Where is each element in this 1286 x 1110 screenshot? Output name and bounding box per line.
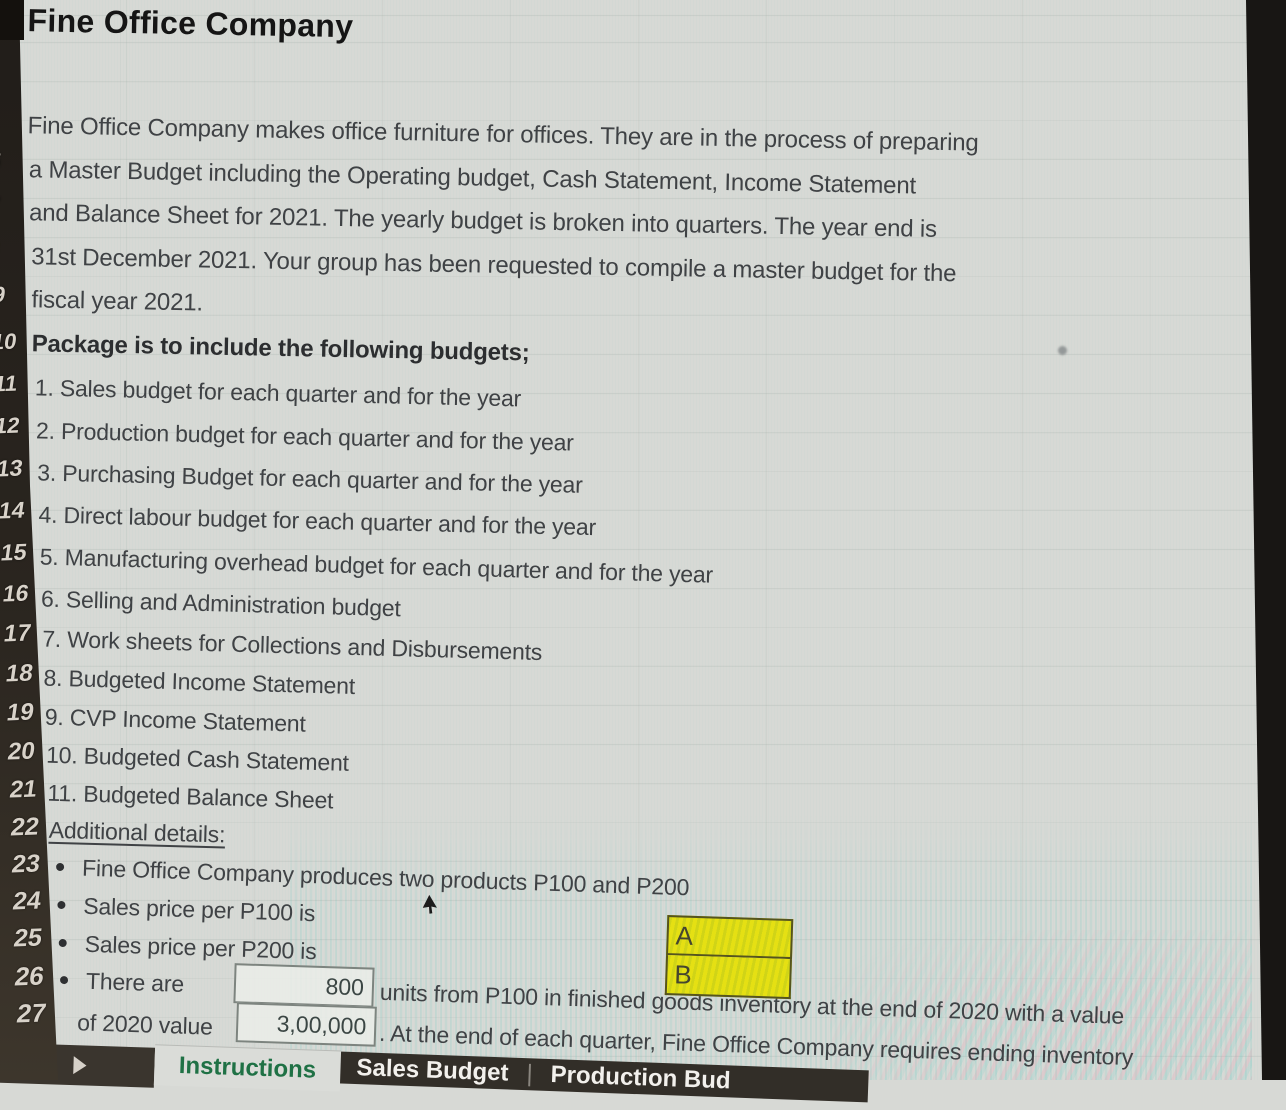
- budget-item: 5. Manufacturing overhead budget for eac…: [39, 543, 713, 588]
- row-header[interactable]: 24: [11, 887, 43, 917]
- row-header[interactable]: 21: [8, 776, 39, 805]
- budget-item: 4. Direct labour budget for each quarter…: [38, 501, 596, 541]
- row-header[interactable]: 5: [0, 150, 2, 174]
- budget-item: 6. Selling and Administration budget: [41, 586, 401, 623]
- detail-bullet-price-p200: Sales price per P200 is: [58, 930, 317, 965]
- row-header[interactable]: 14: [0, 497, 27, 525]
- row-header[interactable]: 25: [12, 924, 44, 954]
- input-cell-b[interactable]: B: [665, 955, 792, 999]
- row-header[interactable]: 22: [9, 813, 41, 843]
- row-header[interactable]: 18: [4, 660, 35, 689]
- detail-bullet-price-p100: Sales price per P100 is: [57, 892, 316, 927]
- tab-sales-budget[interactable]: Sales Budget: [356, 1054, 509, 1087]
- intro-line: 31st December 2021. Your group has been …: [31, 243, 957, 288]
- budget-item: 2. Production budget for each quarter an…: [36, 417, 574, 456]
- row-header[interactable]: 11: [0, 371, 19, 398]
- intro-line: and Balance Sheet for 2021. The yearly b…: [29, 199, 937, 244]
- tab-instructions[interactable]: Instructions: [154, 1044, 341, 1091]
- additional-details-header: Additional details:: [48, 817, 225, 849]
- inventory-value-cell[interactable]: 3,00,000: [236, 1002, 377, 1046]
- budget-item: 11. Budgeted Balance Sheet: [47, 780, 334, 815]
- intro-line: a Master Budget including the Operating …: [29, 156, 917, 200]
- bullet-icon: [56, 863, 64, 871]
- sheet-title: Fine Office Company: [27, 2, 353, 45]
- photo-edge-notch: [0, 0, 24, 40]
- highlight-cells-group: A B: [665, 915, 794, 999]
- budget-item: 3. Purchasing Budget for each quarter an…: [37, 459, 583, 498]
- row-header[interactable]: 10: [0, 329, 18, 356]
- budget-item: 1. Sales budget for each quarter and for…: [35, 374, 522, 412]
- tab-production-budget[interactable]: Production Bud: [550, 1061, 731, 1095]
- row-header[interactable]: 9: [0, 282, 7, 308]
- budget-item: 10. Budgeted Cash Statement: [46, 742, 349, 777]
- row-header[interactable]: 17: [2, 620, 33, 649]
- next-sheet-arrow-icon[interactable]: [73, 1056, 87, 1074]
- tab-separator: |: [526, 1060, 533, 1088]
- row-header[interactable]: 16: [1, 580, 31, 608]
- input-cell-a[interactable]: A: [666, 915, 793, 959]
- detail-value-prefix: of 2020 value: [77, 1009, 213, 1040]
- row-header[interactable]: 13: [0, 455, 25, 483]
- row-header[interactable]: 15: [0, 539, 29, 567]
- row-header[interactable]: 19: [5, 699, 36, 728]
- row-header[interactable]: 7: [0, 194, 1, 218]
- budget-item: 8. Budgeted Income Statement: [43, 665, 355, 700]
- detail-bullet-inventory: There are: [60, 967, 185, 998]
- budget-item: 9. CVP Income Statement: [44, 704, 306, 738]
- row-header[interactable]: 27: [15, 998, 48, 1030]
- intro-line: fiscal year 2021.: [31, 286, 203, 317]
- row-header[interactable]: 12: [0, 413, 21, 440]
- row-header[interactable]: 20: [6, 738, 37, 767]
- package-header: Package is to include the following budg…: [31, 330, 529, 367]
- bullet-icon: [60, 976, 68, 984]
- bullet-icon: [57, 901, 65, 909]
- row-header[interactable]: 26: [13, 961, 46, 993]
- budget-item: 7. Work sheets for Collections and Disbu…: [42, 626, 543, 667]
- bullet-icon: [59, 939, 67, 947]
- inventory-units-cell[interactable]: 800: [233, 963, 374, 1007]
- intro-line: Fine Office Company makes office furnitu…: [27, 112, 978, 157]
- row-header[interactable]: 23: [10, 850, 42, 880]
